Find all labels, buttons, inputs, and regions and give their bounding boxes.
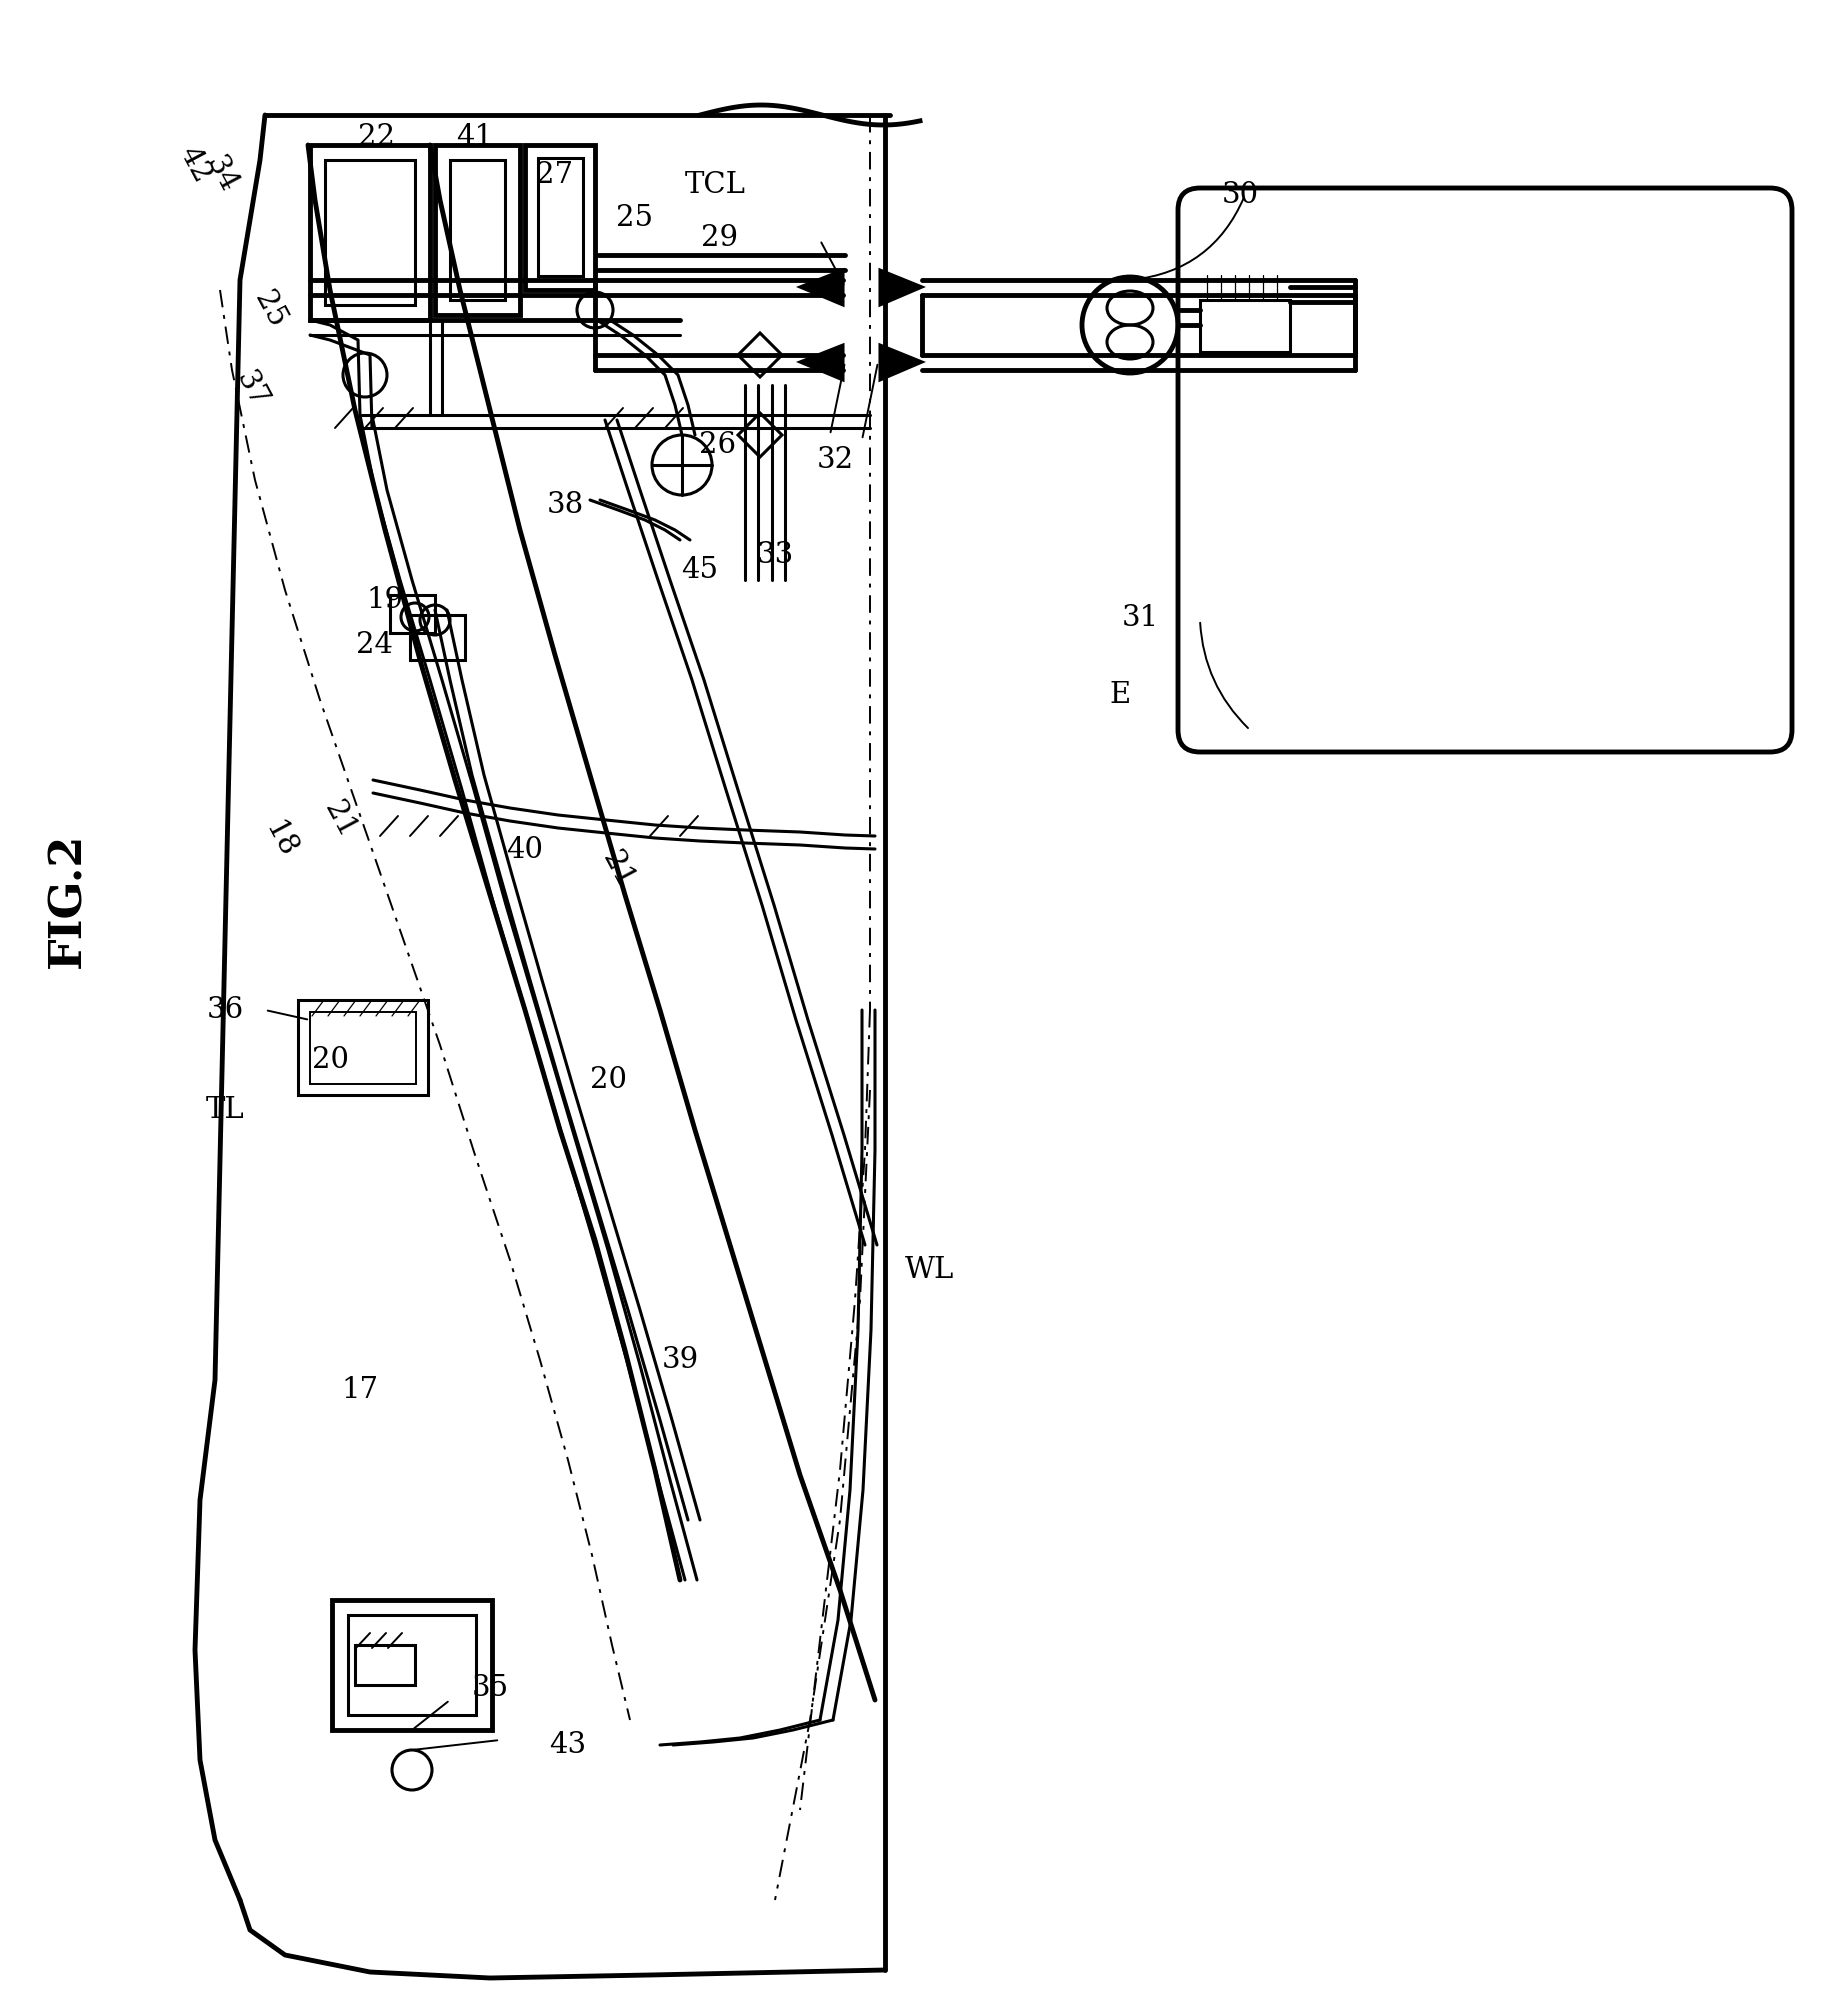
Polygon shape: [801, 345, 843, 379]
Bar: [332, 1600, 493, 1730]
Text: 45: 45: [681, 556, 718, 584]
Text: 20: 20: [312, 1046, 349, 1074]
Bar: [299, 999, 428, 1096]
Text: WL: WL: [906, 1256, 954, 1284]
Bar: [539, 159, 583, 277]
Text: 18: 18: [258, 817, 301, 863]
Text: 43: 43: [550, 1730, 587, 1758]
Text: 22: 22: [358, 122, 395, 151]
Text: 26: 26: [699, 432, 736, 460]
Text: 31: 31: [1122, 604, 1159, 632]
Text: 19: 19: [367, 586, 404, 614]
Text: E: E: [1109, 680, 1131, 708]
Text: 30: 30: [1221, 181, 1258, 209]
Polygon shape: [738, 413, 782, 458]
Polygon shape: [801, 271, 843, 305]
Bar: [1199, 299, 1290, 351]
Text: 27: 27: [537, 161, 574, 189]
Polygon shape: [880, 271, 922, 305]
Text: 21: 21: [319, 797, 362, 843]
Text: 37: 37: [231, 367, 273, 413]
Text: 39: 39: [661, 1347, 699, 1375]
Text: 34: 34: [201, 153, 244, 199]
Bar: [435, 145, 520, 315]
Bar: [354, 1646, 415, 1686]
Text: 33: 33: [756, 542, 793, 570]
Text: 25: 25: [249, 287, 292, 333]
Text: 42: 42: [173, 142, 216, 189]
Text: 41: 41: [456, 122, 493, 151]
Text: 38: 38: [546, 492, 583, 520]
Bar: [410, 614, 465, 660]
Polygon shape: [738, 333, 782, 377]
Bar: [526, 145, 594, 289]
Text: 24: 24: [356, 630, 393, 658]
Bar: [389, 594, 435, 632]
Text: 29: 29: [701, 225, 738, 253]
Bar: [325, 161, 415, 305]
Bar: [310, 1012, 415, 1084]
Polygon shape: [880, 345, 922, 379]
Text: TCL: TCL: [684, 171, 745, 199]
Bar: [349, 1616, 476, 1716]
Text: 20: 20: [590, 1066, 627, 1094]
Text: 17: 17: [341, 1377, 378, 1405]
Text: FIG.2: FIG.2: [46, 833, 90, 967]
Text: 21: 21: [598, 847, 638, 893]
Text: 32: 32: [817, 446, 854, 474]
Text: 36: 36: [207, 995, 244, 1024]
Bar: [450, 161, 506, 299]
Text: TL: TL: [205, 1096, 244, 1124]
Text: 40: 40: [507, 837, 544, 863]
Text: 25: 25: [616, 205, 653, 233]
Bar: [310, 145, 430, 319]
Text: 35: 35: [472, 1674, 509, 1702]
